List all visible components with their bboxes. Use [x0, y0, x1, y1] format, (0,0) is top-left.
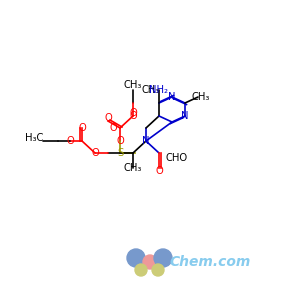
Text: CH₃: CH₃: [141, 85, 159, 95]
Text: O: O: [129, 111, 137, 121]
Text: O: O: [110, 123, 117, 133]
Text: O: O: [91, 148, 99, 158]
Text: O: O: [66, 136, 74, 146]
Text: N: N: [142, 136, 150, 146]
Text: O: O: [104, 113, 112, 123]
Text: CH₃: CH₃: [124, 163, 142, 173]
Circle shape: [135, 264, 147, 276]
Text: CH₃: CH₃: [192, 92, 210, 102]
Text: N: N: [168, 92, 176, 102]
Text: Chem.com: Chem.com: [170, 255, 251, 269]
Text: O: O: [155, 166, 163, 176]
Circle shape: [154, 249, 172, 267]
Text: O: O: [116, 136, 124, 146]
Text: S: S: [117, 148, 123, 158]
Circle shape: [152, 264, 164, 276]
Text: CHO: CHO: [165, 153, 187, 163]
Text: H₃C: H₃C: [25, 133, 43, 143]
Text: CH₃: CH₃: [124, 80, 142, 90]
Text: NH₂: NH₂: [149, 85, 169, 95]
Text: O: O: [78, 123, 86, 133]
Circle shape: [127, 249, 145, 267]
Text: O: O: [129, 108, 137, 118]
Text: N: N: [181, 111, 189, 121]
Circle shape: [143, 255, 157, 269]
